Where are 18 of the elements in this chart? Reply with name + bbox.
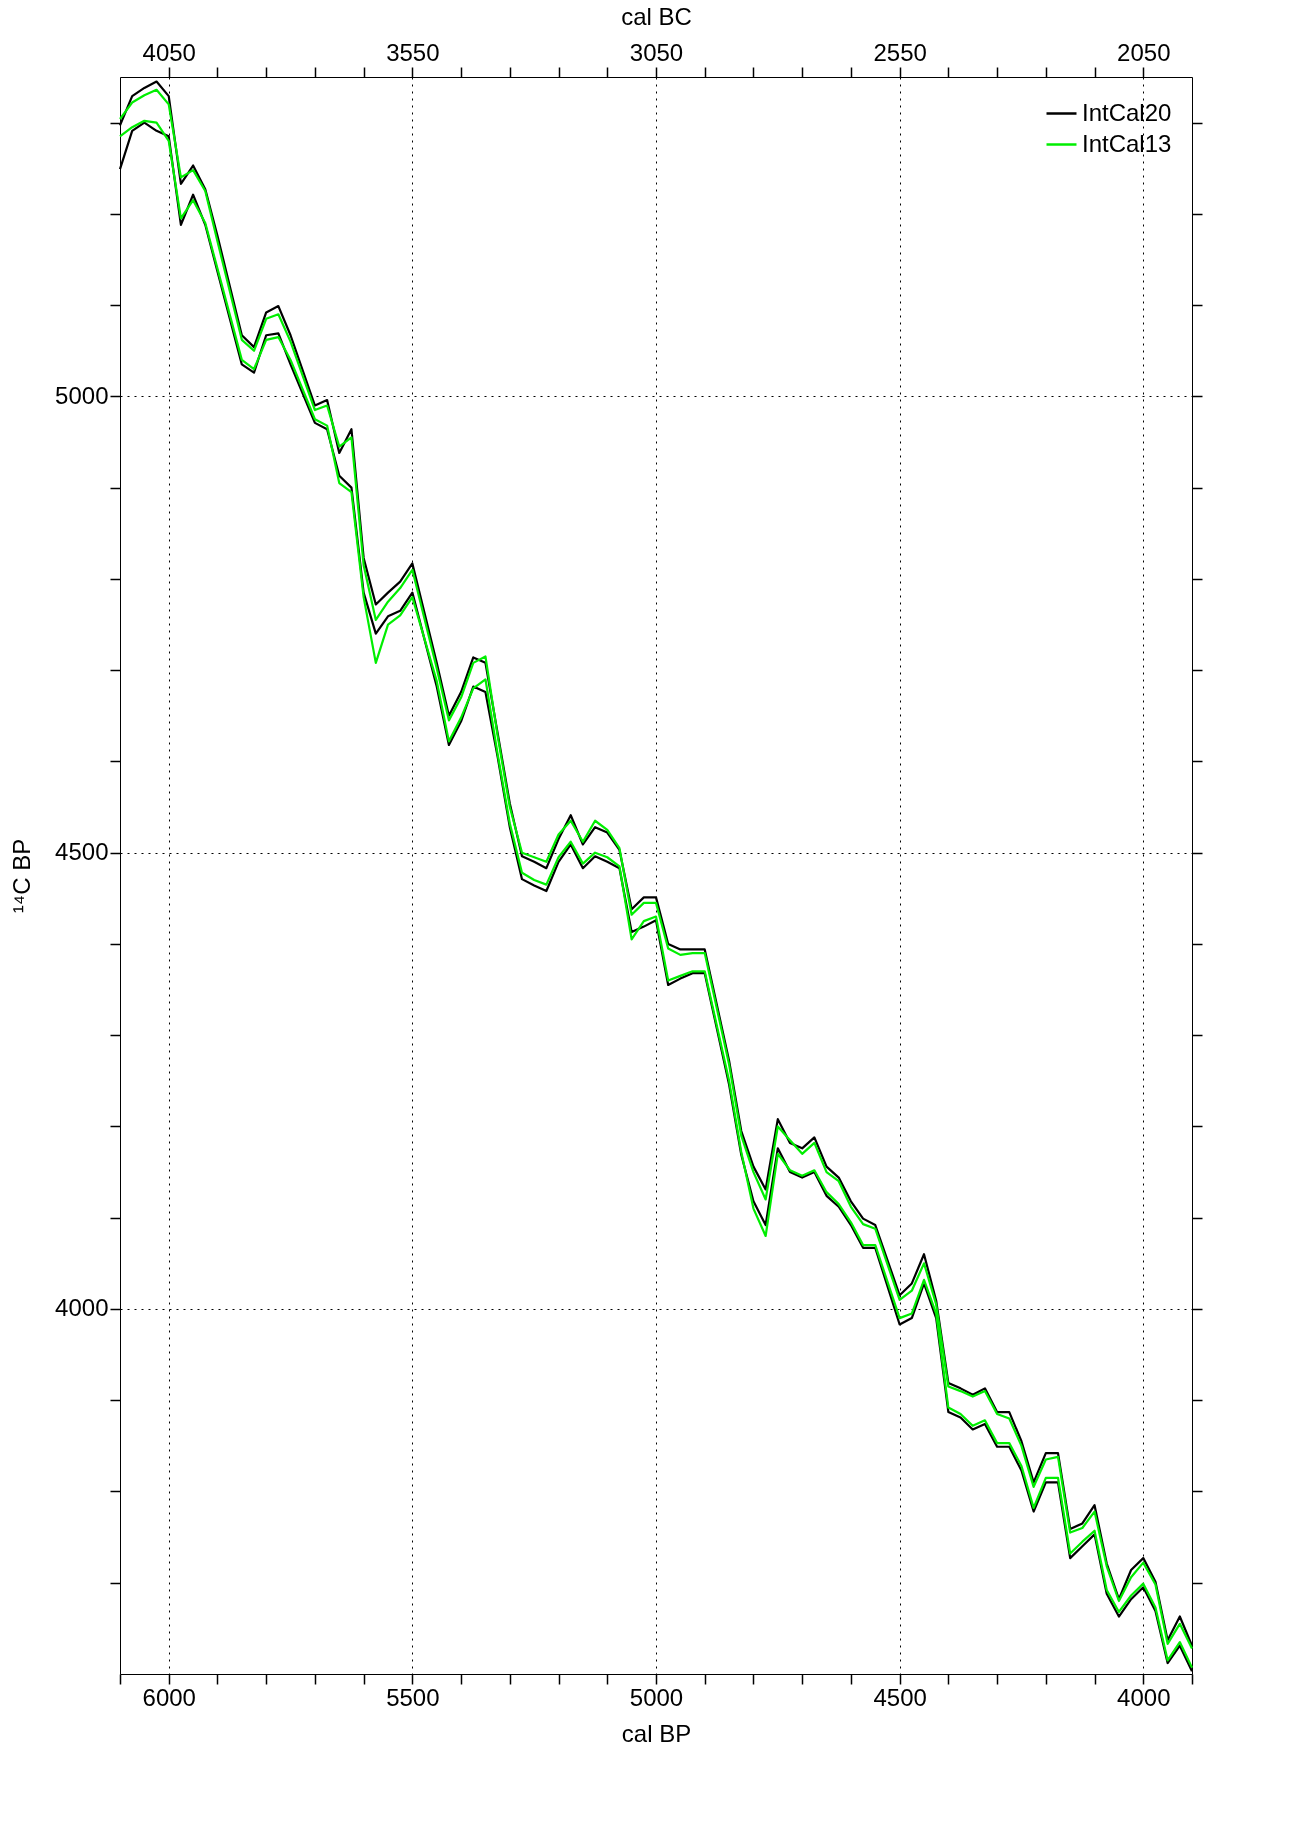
x2-tick-label: 2050	[1117, 38, 1171, 66]
y-axis-title: ¹⁴C BP	[8, 838, 36, 914]
x-tick-label: 4000	[1117, 1683, 1171, 1711]
legend-label: IntCal13	[1082, 129, 1172, 157]
legend-label: IntCal20	[1082, 98, 1172, 126]
y-tick-label: 4000	[55, 1294, 109, 1322]
x-tick-label: 5500	[386, 1683, 440, 1711]
x2-tick-label: 3550	[386, 38, 440, 66]
y-tick-label: 5000	[55, 381, 109, 409]
x2-tick-label: 2550	[873, 38, 927, 66]
y-tick-label: 4500	[55, 838, 109, 866]
x2-tick-label: 4050	[142, 38, 196, 66]
x-tick-label: 4500	[873, 1683, 927, 1711]
x-tick-label: 6000	[142, 1683, 196, 1711]
x2-tick-label: 3050	[629, 38, 684, 66]
x-tick-label: 5000	[629, 1683, 684, 1711]
x-axis-title: cal BP	[621, 1719, 692, 1747]
x2-axis-title: cal BC	[621, 2, 692, 30]
